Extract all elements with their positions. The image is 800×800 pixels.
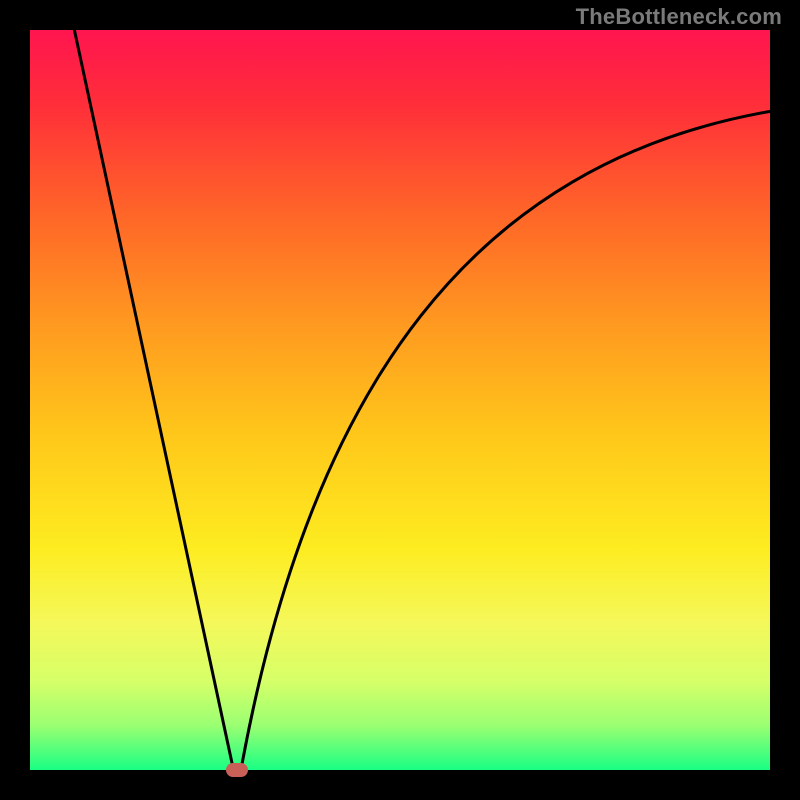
watermark-text: TheBottleneck.com: [576, 4, 782, 30]
chart-container: TheBottleneck.com: [0, 0, 800, 800]
curve-layer: [30, 30, 770, 770]
plot-area: [30, 30, 770, 770]
min-marker: [226, 763, 248, 776]
